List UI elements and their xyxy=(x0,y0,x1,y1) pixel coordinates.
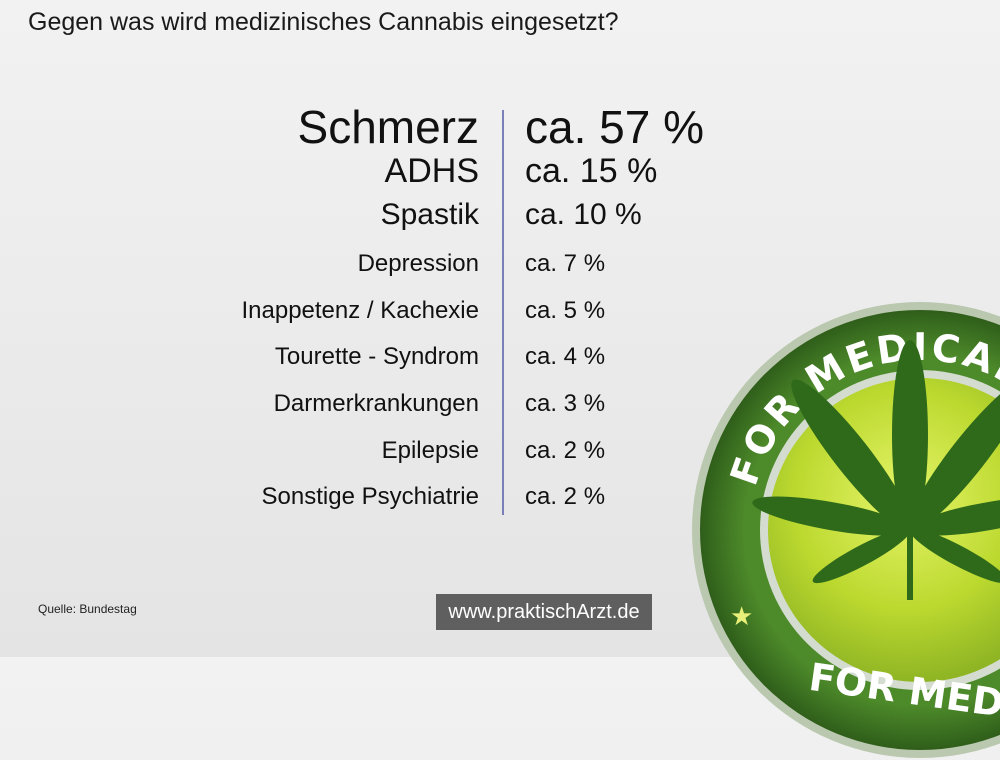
svg-text:★: ★ xyxy=(730,601,753,631)
url-banner: www.praktischArzt.de xyxy=(436,594,652,630)
source-note: Quelle: Bundestag xyxy=(38,602,137,616)
table-row: Tourette - Syndrom ca. 4 % xyxy=(0,343,1000,379)
value-label: ca. 4 % xyxy=(525,343,606,370)
value-label: ca. 10 % xyxy=(525,198,642,231)
data-table: Schmerz ca. 57 % ADHS ca. 15 % Spastik ca. 10… xyxy=(0,100,1000,519)
value-label: ca. 57 % xyxy=(525,101,704,153)
value-label: ca. 5 % xyxy=(525,297,606,324)
page-title: Gegen was wird medizinisches Cannabis ei… xyxy=(28,8,619,36)
table-row: Spastik ca. 10 % xyxy=(0,198,1000,240)
value-label: ca. 2 % xyxy=(525,437,606,464)
value-label: ca. 2 % xyxy=(525,483,606,510)
category-label: Tourette - Syndrom xyxy=(274,343,479,370)
category-label: Spastik xyxy=(380,198,479,231)
table-row: Inappetenz / Kachexie ca. 5 % xyxy=(0,297,1000,333)
category-label: Depression xyxy=(357,250,479,277)
table-row: Darmerkrankungen ca. 3 % xyxy=(0,390,1000,426)
table-row: ADHS ca. 15 % xyxy=(0,152,1000,198)
table-divider xyxy=(502,110,504,515)
table-row: Epilepsie ca. 2 % xyxy=(0,437,1000,473)
category-label: Darmerkrankungen xyxy=(273,390,479,417)
table-row: Schmerz ca. 57 % xyxy=(0,100,1000,158)
table-row: Depression ca. 7 % xyxy=(0,250,1000,286)
value-label: ca. 3 % xyxy=(525,390,606,417)
category-label: Inappetenz / Kachexie xyxy=(241,297,479,324)
category-label: Schmerz xyxy=(297,101,479,153)
value-label: ca. 15 % xyxy=(525,152,658,190)
category-label: ADHS xyxy=(384,152,479,190)
table-row: Sonstige Psychiatrie ca. 2 % xyxy=(0,483,1000,519)
category-label: Sonstige Psychiatrie xyxy=(261,483,479,510)
value-label: ca. 7 % xyxy=(525,250,606,277)
category-label: Epilepsie xyxy=(381,437,479,464)
